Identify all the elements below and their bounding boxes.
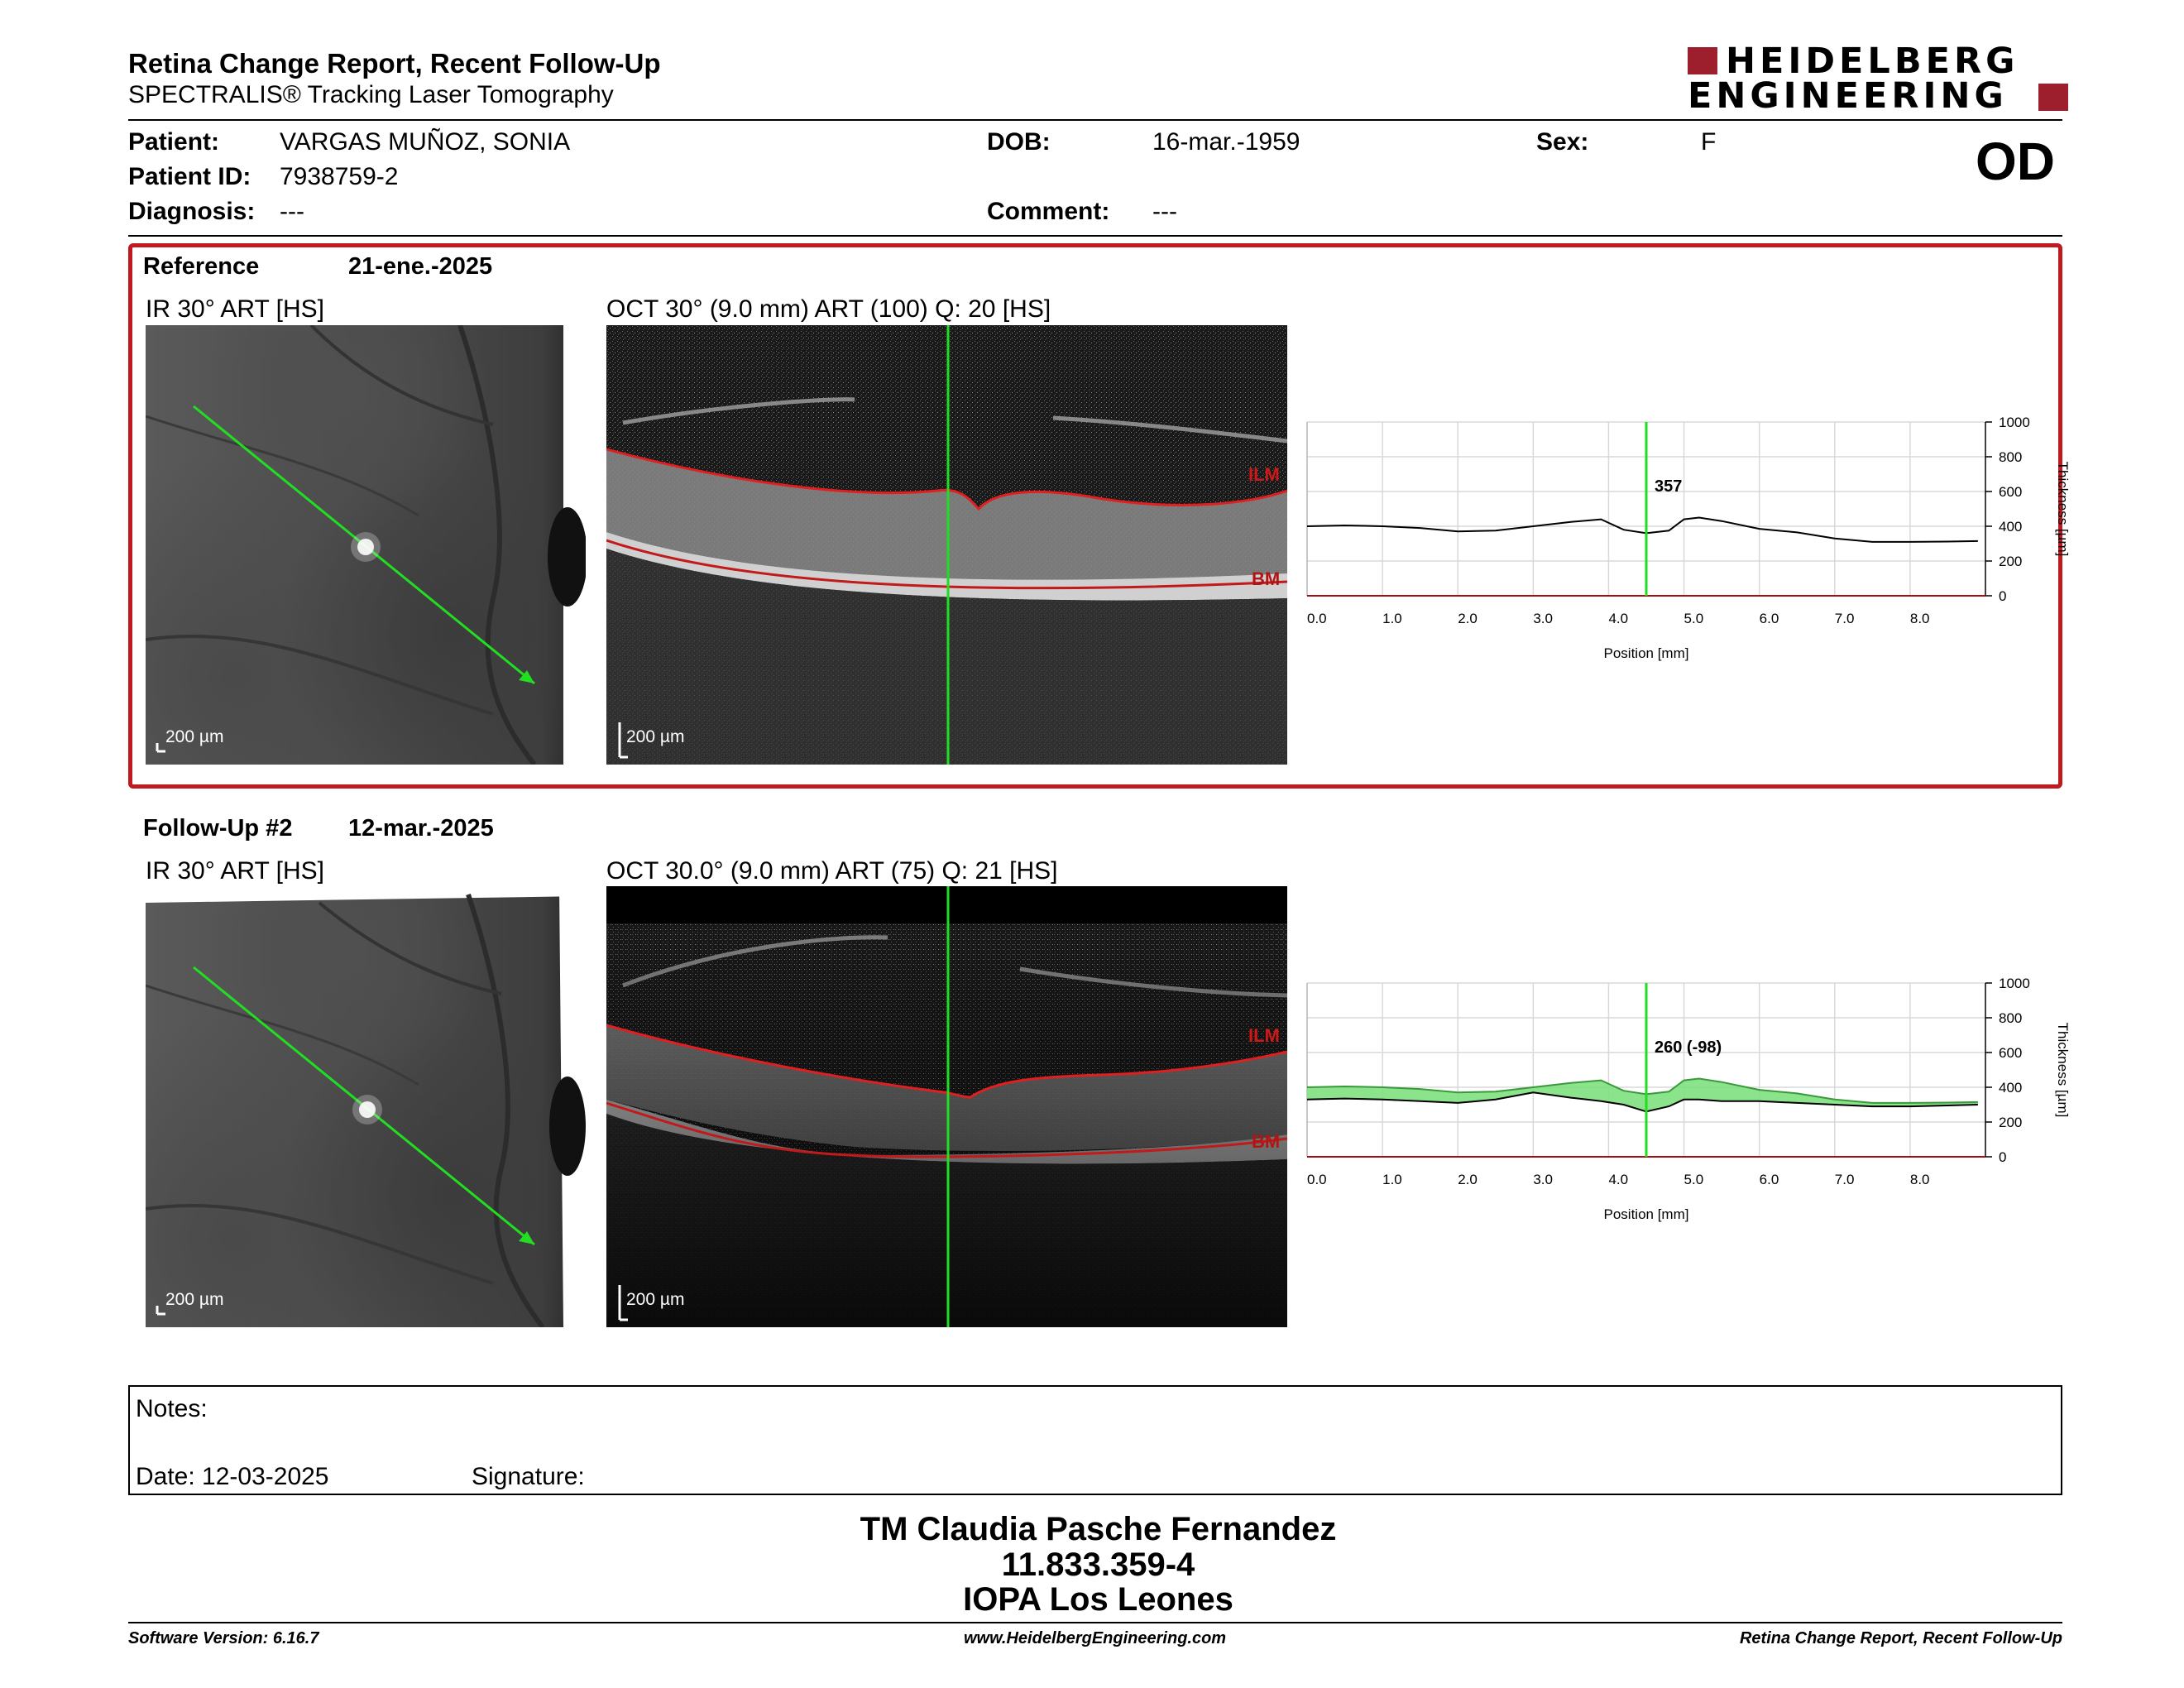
notes-date: Date: 12-03-2025 <box>136 1463 329 1490</box>
x-tick-label: 4.0 <box>1608 611 1628 626</box>
report-title: Retina Change Report, Recent Follow-Up <box>128 48 661 79</box>
comment-label: Comment: <box>987 198 1110 225</box>
reference-ir-image: 200 µm <box>146 325 586 765</box>
followup-ilm-label: ILM <box>1248 1025 1280 1046</box>
y-tick-label: 400 <box>1999 1080 2022 1096</box>
y-tick-label: 800 <box>1999 449 2022 465</box>
reference-oct-overlay <box>606 325 1287 765</box>
reference-ir-scale: 200 µm <box>165 727 224 746</box>
followup-bm-label: BM <box>1252 1131 1281 1152</box>
header-divider <box>128 119 2062 121</box>
followup-label: Follow-Up #2 <box>143 815 293 842</box>
followup-oct-image: ILM BM 200 µm <box>606 886 1287 1327</box>
dob-label: DOB: <box>987 128 1051 156</box>
technician-name: TM Claudia Pasche Fernandez <box>860 1511 1337 1547</box>
y-tick-label: 800 <box>1999 1010 2022 1026</box>
x-tick-label: 7.0 <box>1835 611 1855 626</box>
reference-frame <box>128 243 2062 789</box>
reference-label: Reference <box>143 253 260 280</box>
sex-value: F <box>1701 128 1717 156</box>
x-tick-label: 5.0 <box>1684 611 1704 626</box>
report-subtitle: SPECTRALIS® Tracking Laser Tomography <box>128 81 614 108</box>
logo-square-top <box>1688 47 1717 74</box>
reference-thickness-chart: 0 200 400 600 800 1000 0.0 1.0 2.0 3.0 4.0 5.0 6.0 7.… <box>1306 415 2071 661</box>
reference-ir-title: IR 30° ART [HS] <box>146 295 324 323</box>
y-tick-label: 200 <box>1999 554 2022 569</box>
notes-label: Notes: <box>136 1395 208 1422</box>
x-tick-label: 3.0 <box>1533 1172 1553 1187</box>
y-tick-label: 600 <box>1999 1045 2022 1061</box>
patient-name: VARGAS MUÑOZ, SONIA <box>280 128 571 156</box>
x-tick-label: 1.0 <box>1382 1172 1402 1187</box>
patient-id-value: 7938759-2 <box>280 163 399 190</box>
x-tick-label: 4.0 <box>1608 1172 1628 1187</box>
reference-bm-label: BM <box>1252 568 1281 589</box>
diagnosis-value: --- <box>280 198 304 225</box>
x-tick-label: 6.0 <box>1760 1172 1779 1187</box>
notes-box <box>128 1385 2062 1495</box>
diagnosis-label: Diagnosis: <box>128 198 256 225</box>
footer-report-name: Retina Change Report, Recent Follow-Up <box>1739 1629 2062 1647</box>
followup-ir-overlay <box>146 886 586 1327</box>
sex-label: Sex: <box>1536 128 1589 156</box>
website-link[interactable]: www.HeidelbergEngineering.com <box>964 1629 1227 1647</box>
followup-date: 12-mar.-2025 <box>348 815 494 842</box>
thickness-series-line <box>1306 1091 1978 1113</box>
eye-indicator: OD <box>1976 132 2055 191</box>
heidelberg-logo: HEIDELBERG ENGINEERING <box>1688 41 2068 117</box>
patient-id-label: Patient ID: <box>128 163 251 190</box>
reference-date: 21-ene.-2025 <box>348 253 493 280</box>
x-tick-label: 8.0 <box>1910 611 1930 626</box>
y-tick-label: 400 <box>1999 519 2022 535</box>
reference-oct-title: OCT 30° (9.0 mm) ART (100) Q: 20 [HS] <box>606 295 1051 323</box>
cursor-value-label: 357 <box>1655 477 1682 496</box>
y-tick-label: 0 <box>1999 1149 2006 1165</box>
thickness-series-line <box>1306 1077 1978 1104</box>
comment-value: --- <box>1152 198 1177 225</box>
patient-divider <box>128 235 2062 237</box>
dob-value: 16-mar.-1959 <box>1152 128 1300 156</box>
followup-ir-scale: 200 µm <box>165 1290 224 1309</box>
x-tick-label: 8.0 <box>1910 1172 1930 1187</box>
reference-ilm-label: ILM <box>1248 464 1280 485</box>
software-version: Software Version: 6.16.7 <box>128 1629 319 1647</box>
y-tick-label: 1000 <box>1999 415 2030 430</box>
followup-ir-title: IR 30° ART [HS] <box>146 857 324 885</box>
x-axis-label: Position [mm] <box>1604 645 1689 661</box>
thickness-series-line <box>1306 516 1978 543</box>
technician-id: 11.833.359-4 <box>1001 1547 1195 1583</box>
followup-thickness-chart: 0 200 400 600 800 1000 0.0 1.0 2.0 3.0 4.0 5.0 6.0 7.… <box>1306 976 2071 1222</box>
footer-divider <box>128 1622 2062 1623</box>
x-axis-label: Position [mm] <box>1604 1206 1689 1222</box>
x-tick-label: 6.0 <box>1760 611 1779 626</box>
x-tick-label: 2.0 <box>1458 611 1478 626</box>
reference-oct-image: ILM BM 200 µm <box>606 325 1287 765</box>
institution-name: IOPA Los Leones <box>963 1581 1233 1618</box>
followup-oct-overlay <box>606 886 1287 1327</box>
y-tick-label: 1000 <box>1999 976 2030 991</box>
followup-oct-scale: 200 µm <box>626 1290 685 1309</box>
x-tick-label: 1.0 <box>1382 611 1402 626</box>
followup-oct-title: OCT 30.0° (9.0 mm) ART (75) Q: 21 [HS] <box>606 857 1058 885</box>
logo-square-bottom <box>2038 84 2068 111</box>
reference-ir-overlay <box>146 325 586 765</box>
x-tick-label: 5.0 <box>1684 1172 1704 1187</box>
x-tick-label: 3.0 <box>1533 611 1553 626</box>
y-tick-label: 0 <box>1999 588 2006 604</box>
y-axis-label: Thickness [µm] <box>2055 462 2071 557</box>
reference-oct-scale: 200 µm <box>626 727 685 746</box>
followup-ir-image: 200 µm <box>146 886 586 1327</box>
x-tick-label: 2.0 <box>1458 1172 1478 1187</box>
x-tick-label: 0.0 <box>1307 611 1327 626</box>
y-tick-label: 600 <box>1999 484 2022 500</box>
x-tick-label: 0.0 <box>1307 1172 1327 1187</box>
cursor-value-label: 260 (-98) <box>1655 1038 1722 1057</box>
y-axis-label: Thickness [µm] <box>2055 1023 2071 1118</box>
signature-label: Signature: <box>472 1463 585 1490</box>
x-tick-label: 7.0 <box>1835 1172 1855 1187</box>
logo-line1: HEIDELBERG <box>1726 41 2019 82</box>
y-tick-label: 200 <box>1999 1115 2022 1130</box>
logo-line2: ENGINEERING <box>1688 75 2008 117</box>
patient-label: Patient: <box>128 128 220 156</box>
